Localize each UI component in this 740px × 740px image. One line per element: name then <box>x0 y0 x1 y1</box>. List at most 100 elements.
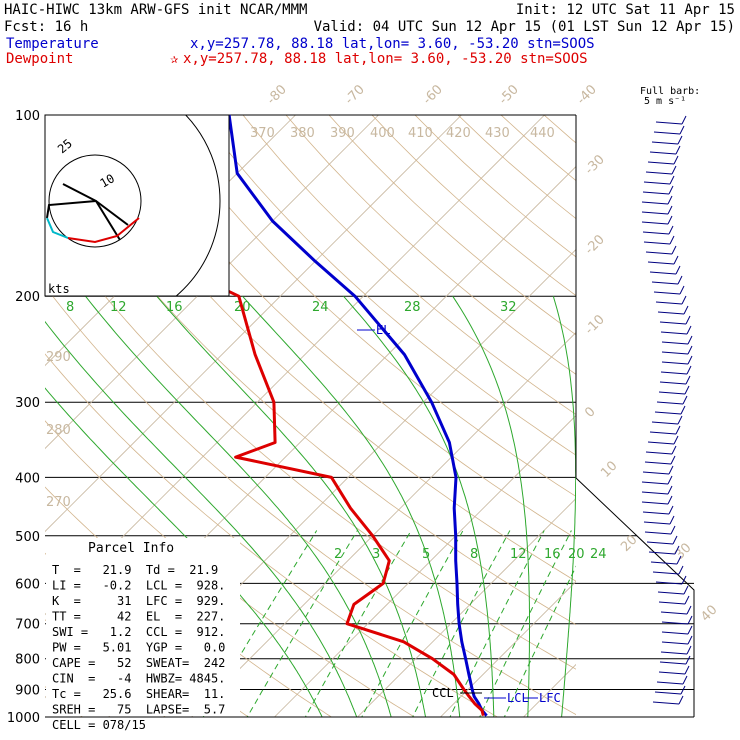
wind-barb-flag <box>673 255 679 265</box>
theta-label: 370 <box>250 126 275 141</box>
dry-adiabat-line <box>45 353 499 717</box>
parcel-info-row: T = 21.9 Td = 21.9 <box>52 563 218 577</box>
wind-barb <box>649 431 677 435</box>
pressure-label: 900 <box>15 684 40 699</box>
wind-barb <box>647 441 675 445</box>
el-marker: EL <box>376 323 390 337</box>
wind-barb <box>655 581 683 585</box>
wind-barb <box>643 241 671 245</box>
wind-barb <box>642 231 670 235</box>
parcel-info-title: Parcel Info <box>88 541 174 556</box>
wind-barb <box>649 271 677 275</box>
forecast-hour: Fcst: 16 h <box>4 19 88 35</box>
hodograph-trace-red <box>67 217 140 244</box>
wind-barb-flag <box>676 555 682 565</box>
wind-barb-flag <box>679 285 685 295</box>
pressure-label: 1000 <box>7 711 40 726</box>
isotherm-line <box>45 115 546 616</box>
moist-adiabat-line <box>45 320 358 717</box>
pressure-label: 700 <box>15 618 40 633</box>
dry-adiabat-line <box>70 115 576 582</box>
wind-barb <box>641 491 669 495</box>
wind-barb-flag <box>671 445 677 455</box>
mixing-ratio-label: 3 <box>372 547 380 562</box>
wind-barb-flag <box>678 695 684 705</box>
pressure-label: 600 <box>15 577 40 592</box>
wind-barb <box>647 161 675 165</box>
wind-barb <box>651 421 679 425</box>
hodograph-units: kts <box>48 282 70 296</box>
wind-barb-flag <box>687 635 693 645</box>
wind-barb <box>648 551 676 555</box>
wind-barb-flag <box>671 165 677 175</box>
theta-label: 270 <box>46 495 71 510</box>
wind-barb <box>652 701 680 705</box>
wind-barb-flag <box>667 495 673 505</box>
hodograph-ring-10 <box>48 154 142 248</box>
wind-barb-flag <box>667 195 673 205</box>
dry-adiabat-line <box>500 115 576 182</box>
dry-adiabat-line <box>199 115 576 456</box>
wind-barb-flag <box>675 425 681 435</box>
wind-barb-flag <box>673 155 679 165</box>
wind-barb-flag <box>675 265 681 275</box>
theta-label: 290 <box>46 350 71 365</box>
wind-barb-flag <box>687 345 693 355</box>
mixing-ratio-line <box>503 565 576 717</box>
moist-adiabat-line <box>85 295 392 717</box>
model-title: HAIC-HIWC 13km ARW-GFS init NCAR/MMM <box>4 2 307 18</box>
wind-barb <box>655 301 683 305</box>
wind-barb-flag <box>681 295 687 305</box>
wind-barb <box>661 631 689 635</box>
wind-barb-flag <box>668 185 674 195</box>
wind-barb <box>641 501 669 505</box>
mixing-ratio-label: 12 <box>510 547 527 562</box>
dry-adiabat-line <box>45 215 576 670</box>
wind-barb <box>644 531 672 535</box>
parcel-info-row: PW = 5.01 YGP = 0.0 <box>52 641 225 655</box>
wind-barb-flag <box>681 575 687 585</box>
wind-barb-flag <box>682 675 688 685</box>
wind-barb-flag <box>684 385 690 395</box>
theta-label: 410 <box>408 126 433 141</box>
wind-barb <box>657 311 685 315</box>
wind-barb <box>654 411 682 415</box>
dry-adiabat-line <box>242 115 576 415</box>
wind-barb-flag <box>683 585 689 595</box>
isotherm-label: 30 <box>672 541 694 563</box>
wind-barb-flag <box>686 365 692 375</box>
wind-barb-flag <box>686 645 692 655</box>
parcel-info-panel: Parcel Info T = 21.9 Td = 21.9 LI = -0.2 … <box>46 538 240 732</box>
wind-barb-flag <box>685 375 691 385</box>
wind-barb <box>641 201 669 205</box>
wind-barb <box>659 321 687 325</box>
wind-barb-flag <box>678 565 684 575</box>
isotherm-label: -10 <box>582 312 608 338</box>
wind-barb-flag <box>687 335 693 345</box>
pressure-label: 500 <box>15 530 40 545</box>
wind-barb <box>642 511 670 515</box>
mixing-ratio-line <box>479 530 572 717</box>
wind-barb <box>661 361 689 365</box>
theta-label: 440 <box>530 126 555 141</box>
wind-barb <box>661 641 689 645</box>
parcel-info-row: SWI = 1.2 CCL = 912. <box>52 625 225 639</box>
pressure-label: 300 <box>15 396 40 411</box>
wind-barb-flag <box>683 305 689 315</box>
wind-barb <box>657 591 685 595</box>
wind-barb <box>651 281 679 285</box>
mixing-ratio-label: 5 <box>422 547 430 562</box>
parcel-level-markers: EL CCL LCL LFC <box>357 323 561 705</box>
wind-barb <box>643 521 671 525</box>
isotherm-label: 40 <box>698 603 720 625</box>
wind-barb-flag <box>687 615 693 625</box>
mixing-ratio-label: 24 <box>312 300 329 315</box>
mixing-ratio-label: 16 <box>544 547 561 562</box>
isotherm-line <box>522 663 576 717</box>
wind-barb <box>661 341 689 345</box>
wind-barb <box>650 561 678 565</box>
wind-barb-flag <box>673 435 679 445</box>
mixing-ratio-label: 28 <box>404 300 421 315</box>
isotherm-line <box>190 331 576 717</box>
wind-barb <box>651 141 679 145</box>
